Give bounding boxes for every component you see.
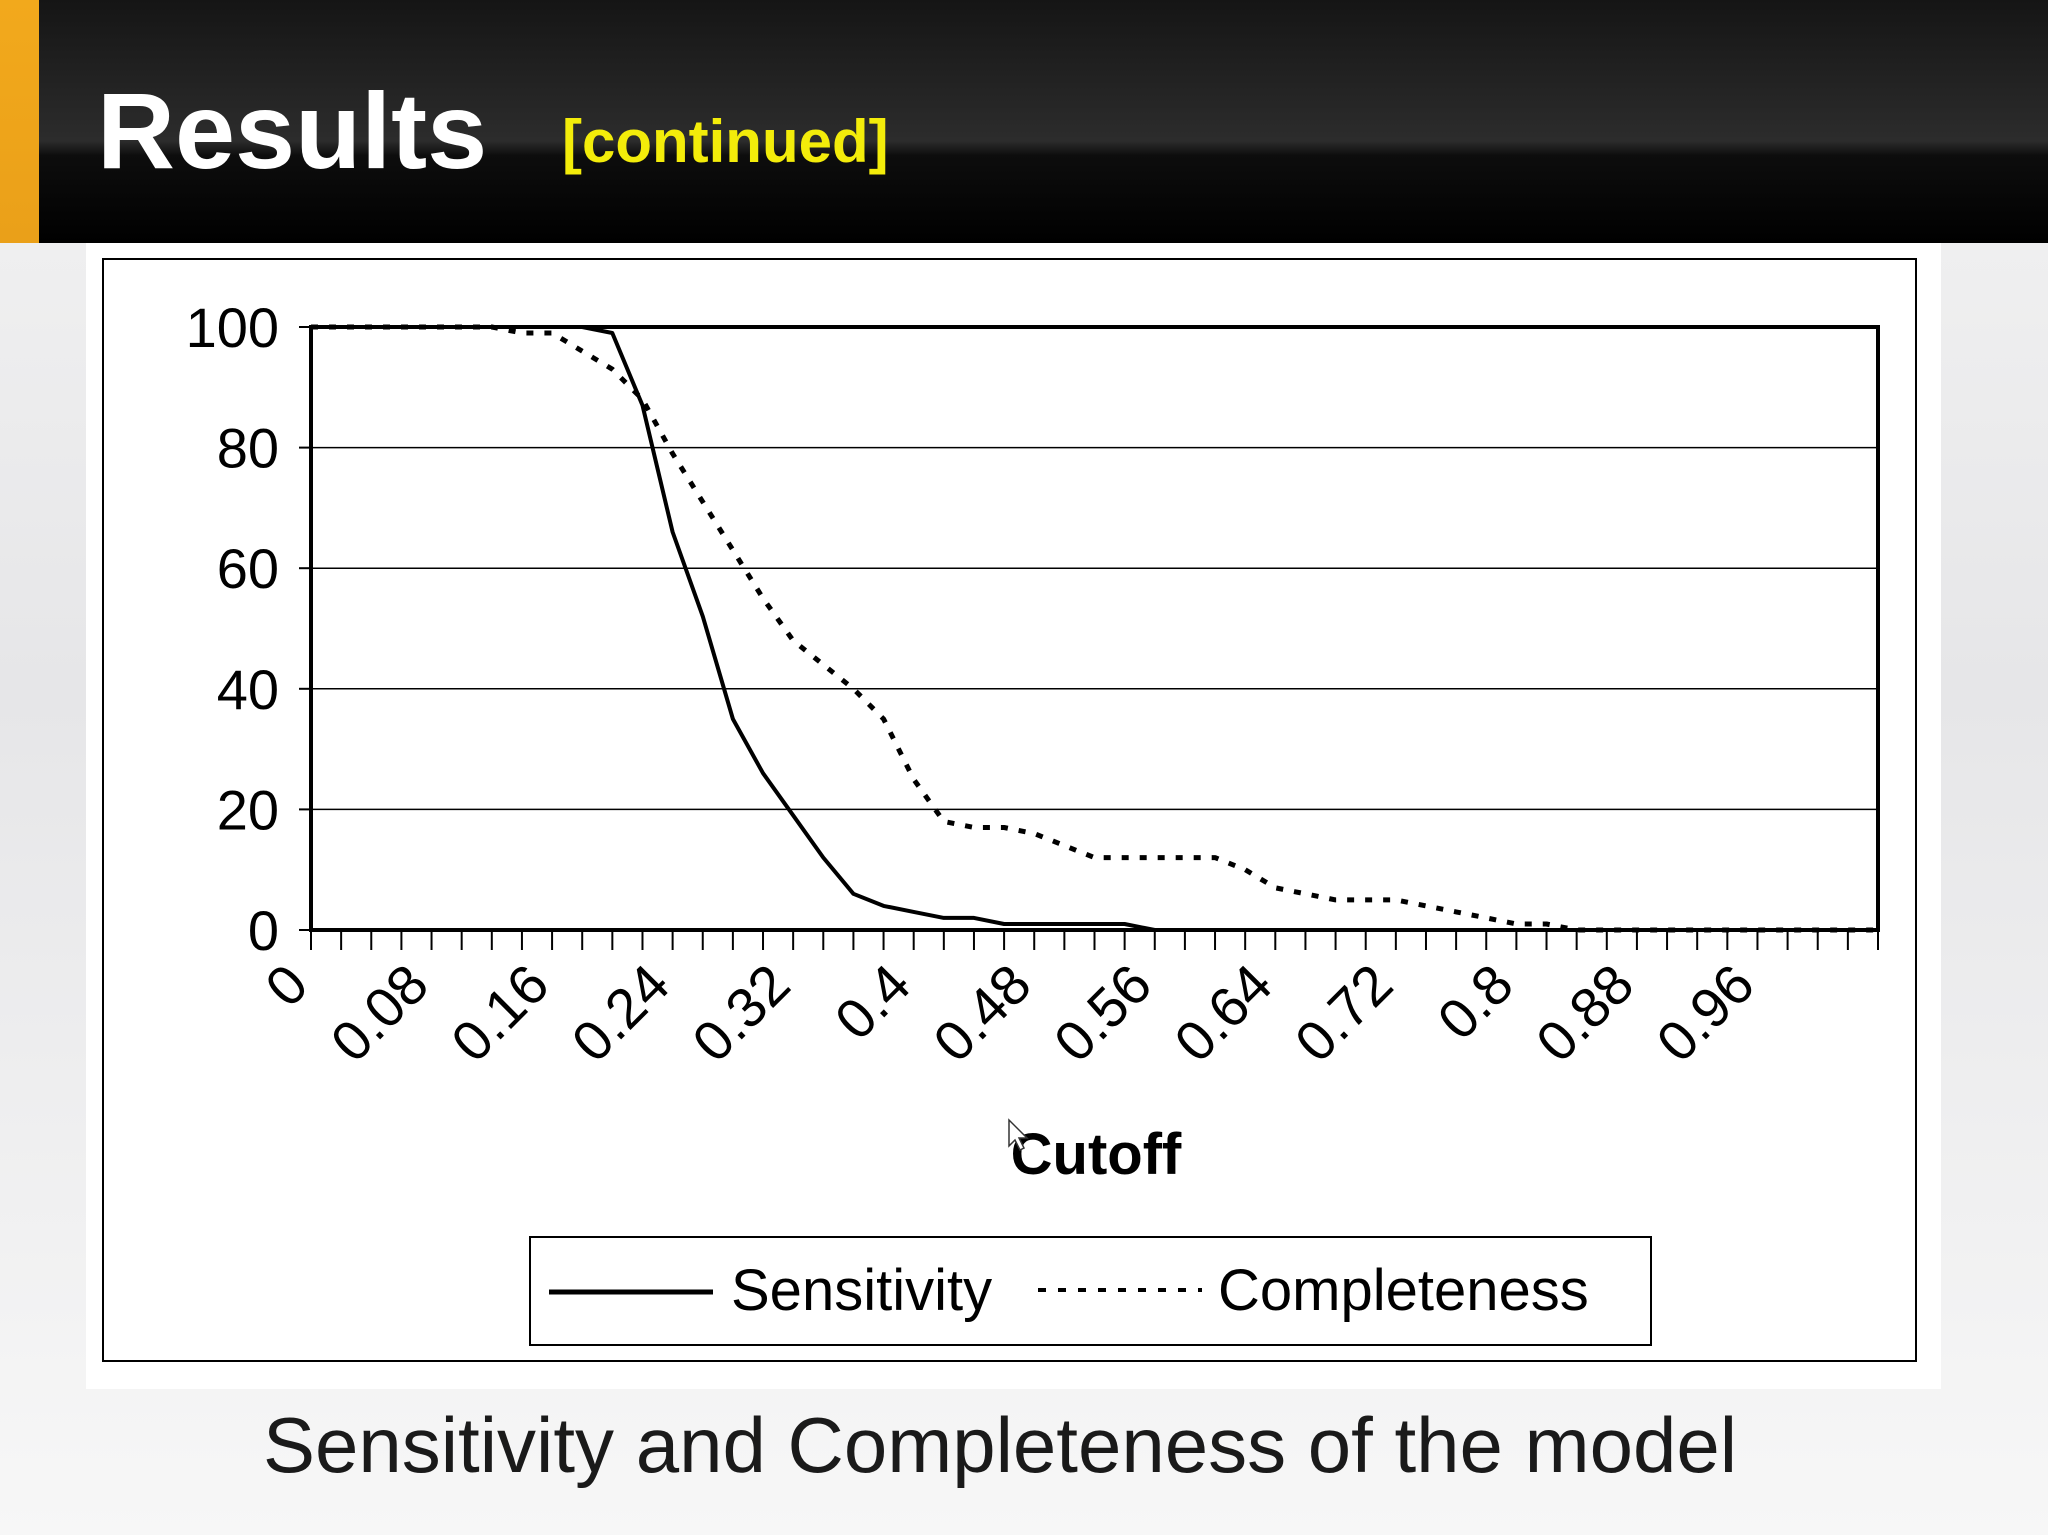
y-tick-label: 60 [217, 537, 279, 600]
legend: Sensitivity Completeness [529, 1236, 1652, 1346]
y-tick-label: 100 [186, 296, 279, 359]
mouse-cursor-icon [1008, 1118, 1029, 1152]
y-tick-label: 80 [217, 417, 279, 480]
legend-box [529, 1236, 1652, 1346]
title-bar [0, 0, 2048, 243]
y-tick-label: 40 [217, 658, 279, 721]
series-line-completeness [311, 324, 1878, 933]
x-axis-title: Cutoff [1011, 1122, 1182, 1187]
slide-caption: Sensitivity and Completeness of the mode… [262, 1401, 1738, 1489]
chart-frame: 0 20 40 60 80 100 0 0.08 0.16 0.24 0.32 0.4 0.48 0.5… [86, 243, 1941, 1389]
series-lines [311, 324, 1878, 933]
grid-lines [311, 446, 1878, 811]
y-tick-label: 20 [217, 778, 279, 841]
legend-label-sensitivity: Sensitivity [731, 1258, 992, 1323]
slide-subtitle: [continued] [562, 108, 889, 175]
slide-title: Results [97, 70, 488, 191]
legend-label-completeness: Completeness [1218, 1258, 1589, 1323]
accent-strip [0, 0, 39, 243]
y-axis-ticks: 0 20 40 60 80 100 [186, 296, 311, 962]
y-tick-label: 0 [248, 899, 279, 962]
